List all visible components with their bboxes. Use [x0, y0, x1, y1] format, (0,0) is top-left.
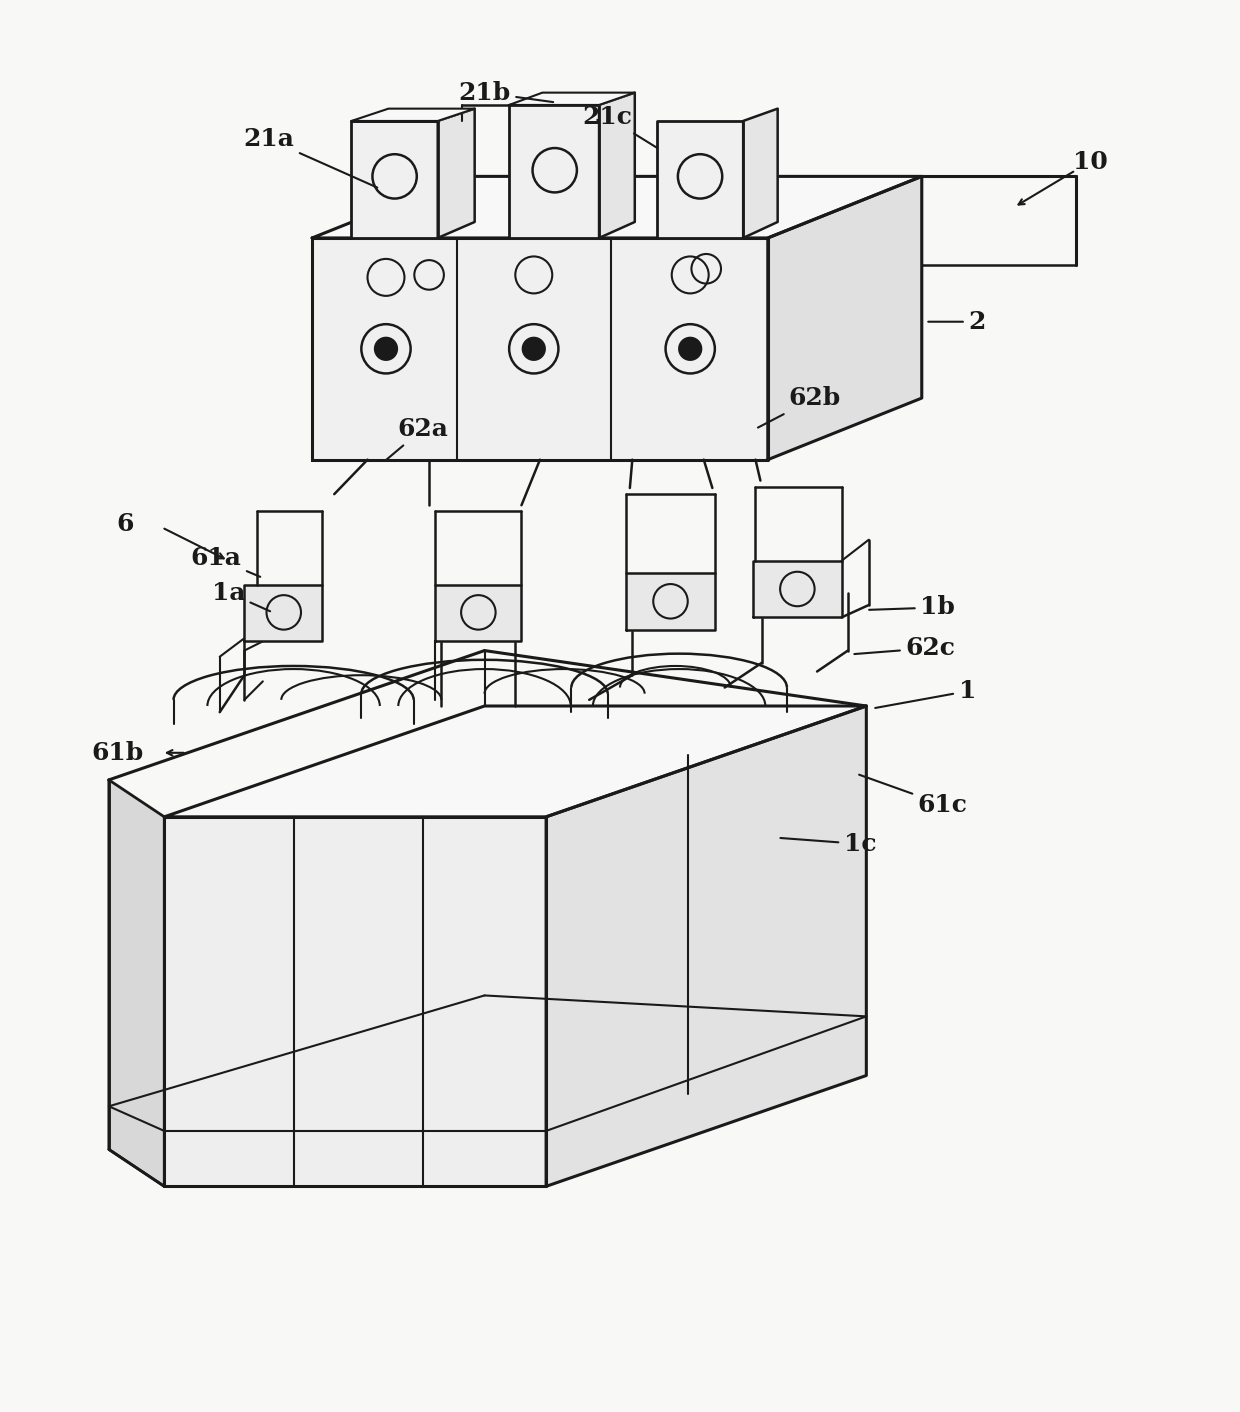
Polygon shape	[438, 109, 475, 239]
Text: 21b: 21b	[459, 80, 553, 104]
Circle shape	[680, 337, 702, 360]
Polygon shape	[599, 93, 635, 239]
Polygon shape	[743, 109, 777, 239]
Polygon shape	[244, 586, 322, 641]
Text: 1: 1	[875, 679, 976, 707]
Circle shape	[374, 337, 397, 360]
Polygon shape	[435, 586, 522, 641]
Polygon shape	[510, 104, 599, 239]
Polygon shape	[312, 176, 921, 239]
Polygon shape	[164, 818, 546, 1186]
Text: 62b: 62b	[758, 385, 841, 428]
Text: 61c: 61c	[859, 775, 967, 816]
Polygon shape	[546, 706, 867, 1186]
Text: 21a: 21a	[243, 127, 377, 188]
Text: 1a: 1a	[212, 580, 270, 611]
Polygon shape	[626, 573, 714, 630]
Text: 10: 10	[1073, 150, 1107, 174]
Text: 6: 6	[117, 511, 134, 535]
Polygon shape	[510, 93, 635, 104]
Polygon shape	[657, 121, 743, 239]
Polygon shape	[312, 239, 768, 460]
Text: 61b: 61b	[92, 741, 144, 765]
Polygon shape	[164, 706, 867, 818]
Polygon shape	[351, 109, 475, 121]
Text: 61a: 61a	[191, 546, 260, 578]
Text: 62c: 62c	[854, 637, 955, 661]
Text: 1b: 1b	[869, 596, 955, 620]
Polygon shape	[768, 176, 921, 460]
Text: 21c: 21c	[583, 106, 657, 148]
Text: 2: 2	[929, 309, 986, 333]
Polygon shape	[351, 121, 438, 239]
Text: 1c: 1c	[780, 832, 877, 856]
Text: 62a: 62a	[386, 417, 449, 460]
Circle shape	[523, 337, 544, 360]
Polygon shape	[109, 779, 164, 1186]
Polygon shape	[753, 561, 842, 617]
